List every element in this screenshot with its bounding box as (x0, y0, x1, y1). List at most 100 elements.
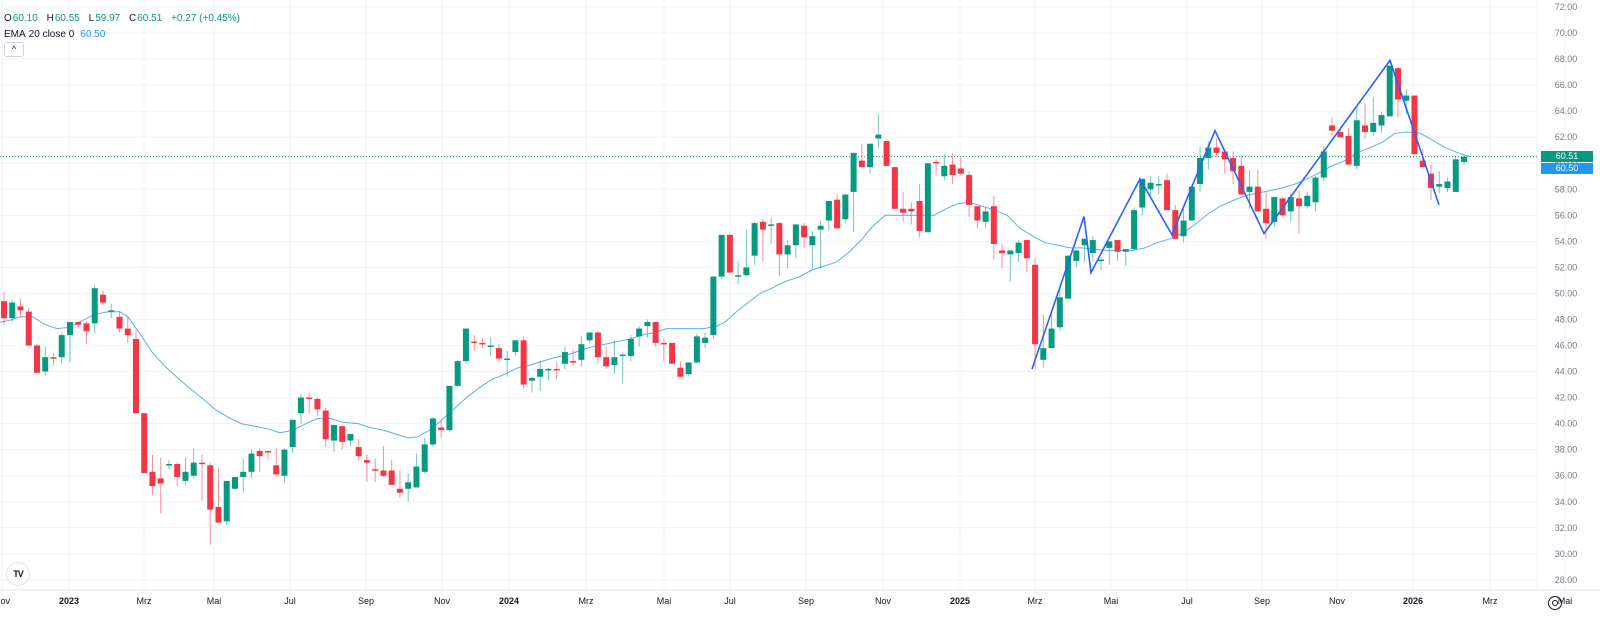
candle (1106, 241, 1113, 248)
candle (380, 470, 387, 476)
candle (817, 225, 824, 230)
candle (306, 397, 313, 400)
time-tick-label: Mrz (579, 596, 594, 606)
candle (512, 340, 519, 353)
candle (652, 322, 659, 343)
time-tick-label: Jul (724, 596, 736, 606)
candle (355, 447, 362, 457)
candle (1271, 197, 1278, 222)
candle (1419, 160, 1426, 168)
zigzag-drawing[interactable] (1031, 58, 1440, 370)
candle (553, 368, 560, 371)
candle (1221, 151, 1228, 160)
candle (875, 134, 882, 139)
candle (405, 482, 412, 489)
candle (1180, 220, 1187, 237)
candle (570, 361, 577, 363)
price-tick-label: 44.00 (1555, 367, 1578, 377)
candle (1312, 177, 1319, 203)
candle (941, 165, 948, 177)
candle (999, 250, 1006, 254)
candle (561, 352, 568, 364)
price-axis[interactable]: 72.0070.0068.0066.0064.0062.0060.0058.00… (1555, 2, 1578, 585)
ema-row[interactable]: EMA 20 close 0 60.50 (4, 27, 240, 43)
candle (1048, 328, 1055, 349)
candle (933, 161, 940, 164)
price-tick-label: 58.00 (1555, 184, 1578, 194)
candle (1, 301, 7, 319)
candle (1337, 131, 1344, 138)
candle (165, 464, 172, 466)
candle (1370, 122, 1377, 132)
candle (1329, 125, 1336, 131)
candle (660, 342, 667, 345)
candle (504, 358, 511, 361)
candle (710, 276, 717, 336)
candle (1386, 65, 1393, 117)
ema-name: EMA (4, 29, 26, 40)
price-tick-label: 34.00 (1555, 497, 1578, 507)
candle (603, 357, 610, 367)
candle (776, 223, 783, 255)
candle (479, 342, 486, 345)
price-tick-label: 62.00 (1555, 132, 1578, 142)
candle (83, 323, 90, 332)
price-tick-label: 72.00 (1555, 2, 1578, 12)
candle (58, 335, 65, 358)
time-tick-label: 2023 (59, 596, 79, 606)
candle (42, 357, 49, 372)
price-tick-label: 42.00 (1555, 393, 1578, 403)
price-tick-label: 70.00 (1555, 28, 1578, 38)
candle (297, 397, 304, 414)
candle (1114, 240, 1121, 252)
grid-lines (0, 0, 1566, 590)
candle (1436, 184, 1443, 187)
candle (1081, 238, 1088, 246)
candle (1238, 165, 1245, 195)
candle (1254, 186, 1261, 212)
price-tick-label: 64.00 (1555, 106, 1578, 116)
candle (858, 160, 865, 168)
candle (174, 464, 181, 478)
settings-gear-icon[interactable] (1548, 596, 1562, 610)
time-axis[interactable]: Nov 2023 Mrz Mai Jul Sep Nov 2024 Mrz Mai Jul Sep No… (0, 0, 1600, 606)
candle (520, 340, 527, 385)
candle (1378, 115, 1385, 126)
price-tick-label: 36.00 (1555, 471, 1578, 481)
candle (1007, 250, 1014, 255)
candle (66, 322, 73, 336)
candle (834, 199, 841, 229)
candle (248, 453, 255, 472)
candle (768, 224, 775, 226)
candle (1403, 95, 1410, 101)
candle (108, 310, 115, 312)
time-tick-label: 2026 (1403, 596, 1423, 606)
candle (982, 211, 989, 222)
price-tick-label: 66.00 (1555, 80, 1578, 90)
candle (825, 200, 832, 221)
ema-line (0, 131, 1471, 439)
collapse-legend-button[interactable]: ^ (4, 42, 24, 57)
candle (462, 328, 469, 362)
candle (149, 471, 156, 487)
time-tick-label: Mrz (1028, 596, 1043, 606)
candle (784, 245, 791, 255)
candle (974, 206, 981, 221)
ohlc-legend: O60.10 H60.55 L59.97 C60.51 +0.27 (+0.45… (4, 11, 240, 43)
candle (1320, 151, 1327, 178)
price-tick-label: 68.00 (1555, 54, 1578, 64)
candle (256, 450, 263, 457)
candle (1362, 125, 1369, 132)
candle (1296, 198, 1303, 207)
tradingview-logo-icon[interactable]: TV (6, 562, 30, 586)
time-tick-label: Sep (358, 596, 374, 606)
candle (751, 223, 758, 256)
candle (1122, 249, 1129, 252)
candle (388, 470, 395, 485)
candle (908, 208, 915, 212)
time-tick-label: Sep (1254, 596, 1270, 606)
price-tick-label: 48.00 (1555, 314, 1578, 324)
candle (759, 221, 766, 230)
candle (438, 427, 445, 431)
